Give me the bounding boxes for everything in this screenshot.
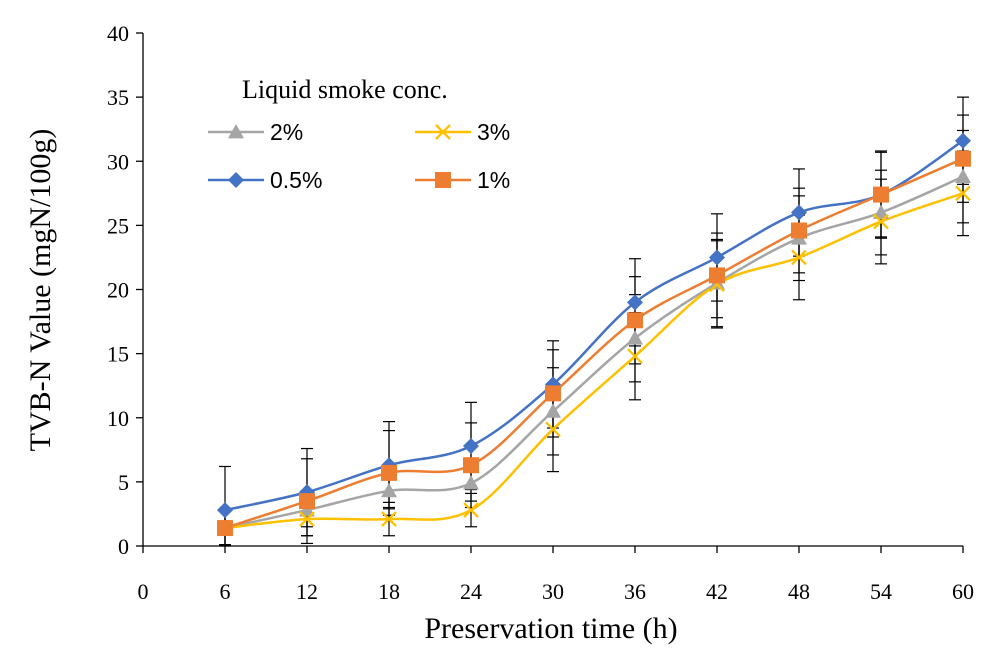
data-point	[709, 267, 725, 284]
data-point	[299, 511, 315, 527]
x-axis-title: Preservation time (h)	[424, 612, 677, 645]
y-tick-label: 30	[107, 149, 129, 174]
data-point	[381, 511, 397, 527]
y-tick-label: 35	[107, 85, 129, 110]
data-point	[709, 249, 725, 266]
legend-marker	[228, 124, 244, 139]
data-point	[627, 312, 643, 329]
axis-ticks: 0 5 10 15 20 25 30 35 40 0 6 12 18 24 30 36 42 48 54 60	[107, 21, 974, 604]
x-tick-label: 36	[624, 579, 646, 604]
data-point	[299, 493, 315, 510]
data-point	[955, 168, 971, 184]
legend-marker	[435, 124, 451, 140]
series-line-1	[224, 192, 964, 530]
legend-entry: 2%	[208, 119, 303, 145]
x-tick-label: 18	[378, 579, 400, 604]
data-point	[463, 437, 479, 454]
y-tick-label: 10	[107, 406, 129, 431]
x-tick-label: 60	[952, 579, 974, 604]
data-point	[545, 403, 561, 418]
data-point	[217, 502, 233, 519]
y-tick-label: 40	[107, 21, 129, 46]
y-tick-label: 25	[107, 213, 129, 238]
data-point	[463, 475, 479, 490]
x-tick-label: 12	[296, 579, 318, 604]
data-point	[381, 464, 397, 481]
legend-label: 1%	[477, 167, 510, 193]
data-point	[791, 249, 807, 266]
data-point	[299, 502, 315, 517]
series-line-0	[224, 175, 964, 530]
x-tick-label: 6	[220, 579, 231, 604]
x-tick-label: 24	[460, 579, 482, 604]
data-point	[873, 213, 889, 230]
data-point	[627, 294, 643, 311]
data-point	[463, 457, 479, 474]
data-point	[381, 482, 397, 498]
data-point	[545, 421, 561, 438]
legend-entry: 3%	[415, 119, 510, 145]
y-axis-title: TVB-N Value (mgN/100g)	[24, 129, 57, 452]
x-tick-label: 30	[542, 579, 564, 604]
y-tick-label: 5	[118, 470, 129, 495]
data-point	[873, 186, 889, 203]
data-point	[545, 385, 561, 402]
legend-entry: 0.5%	[208, 167, 322, 193]
series-line-2	[224, 139, 964, 512]
y-tick-label: 0	[118, 534, 129, 559]
legend: Liquid smoke conc. 2% 3% 0.5% 1%	[208, 75, 510, 193]
legend-marker	[228, 172, 244, 188]
data-point	[955, 132, 971, 149]
legend-entry: 1%	[415, 167, 510, 193]
legend-label: 3%	[477, 119, 510, 145]
x-tick-label: 48	[788, 579, 810, 604]
data-point	[791, 222, 807, 239]
data-point	[627, 330, 643, 345]
data-point	[791, 204, 807, 221]
y-tick-label: 15	[107, 342, 129, 367]
legend-label: 0.5%	[270, 167, 322, 193]
data-point	[955, 185, 971, 202]
x-tick-label: 54	[870, 579, 892, 604]
series-lines	[224, 139, 964, 530]
data-point	[217, 520, 233, 537]
legend-marker	[435, 172, 451, 188]
legend-title: Liquid smoke conc.	[242, 75, 448, 104]
data-point	[955, 150, 971, 167]
x-tick-label: 42	[706, 579, 728, 604]
series-markers	[217, 132, 971, 537]
x-tick-label: 0	[138, 579, 149, 604]
y-tick-label: 20	[107, 278, 129, 303]
data-point	[463, 502, 479, 518]
legend-label: 2%	[270, 119, 303, 145]
series-line-3	[224, 157, 964, 530]
data-point	[627, 348, 643, 365]
data-point	[873, 204, 889, 219]
